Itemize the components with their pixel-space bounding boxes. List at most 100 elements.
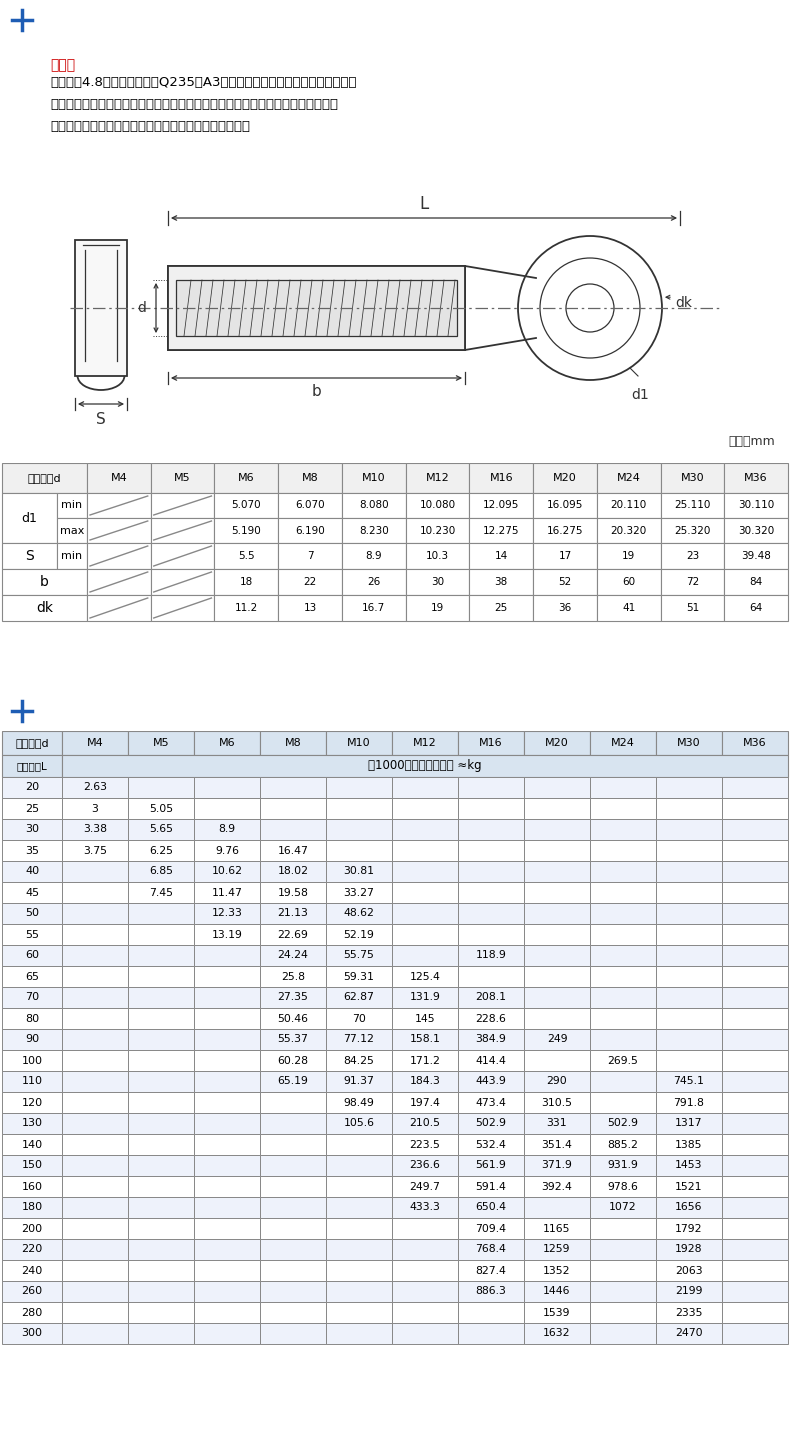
Text: 131.9: 131.9 xyxy=(409,993,441,1003)
Bar xyxy=(214,463,278,493)
Bar xyxy=(260,1239,326,1259)
Text: 25.8: 25.8 xyxy=(281,971,305,981)
Bar xyxy=(194,1218,260,1239)
Bar xyxy=(656,1071,722,1092)
Text: 1259: 1259 xyxy=(544,1245,570,1255)
Text: 55.75: 55.75 xyxy=(344,951,374,961)
Bar xyxy=(656,965,722,987)
Bar xyxy=(660,569,724,595)
Bar xyxy=(656,1218,722,1239)
Text: 10.230: 10.230 xyxy=(419,526,456,536)
Text: 5.5: 5.5 xyxy=(238,550,254,561)
Bar xyxy=(128,1029,194,1050)
Bar xyxy=(469,569,533,595)
Text: 26: 26 xyxy=(367,576,381,586)
Bar xyxy=(722,945,788,965)
Bar xyxy=(260,904,326,924)
Text: 17: 17 xyxy=(559,550,572,561)
Text: 300: 300 xyxy=(21,1329,43,1339)
Bar xyxy=(392,1281,458,1303)
Text: 1453: 1453 xyxy=(675,1160,703,1170)
Text: 19: 19 xyxy=(431,602,444,612)
Bar xyxy=(128,1092,194,1112)
Bar xyxy=(326,1092,392,1112)
Bar xyxy=(2,1176,62,1197)
Bar xyxy=(590,882,656,904)
Bar xyxy=(260,1197,326,1218)
Bar xyxy=(656,924,722,945)
Bar xyxy=(392,924,458,945)
Text: 10.080: 10.080 xyxy=(419,500,456,510)
Text: 7: 7 xyxy=(307,550,314,561)
Bar xyxy=(62,1281,128,1303)
Text: 1656: 1656 xyxy=(675,1202,703,1212)
Bar xyxy=(656,945,722,965)
Bar xyxy=(260,777,326,798)
Text: 1792: 1792 xyxy=(675,1223,703,1233)
Bar xyxy=(660,543,724,569)
Text: 91.37: 91.37 xyxy=(344,1076,374,1087)
Bar xyxy=(128,731,194,755)
Text: 290: 290 xyxy=(547,1076,567,1087)
Bar xyxy=(722,798,788,818)
Text: 14: 14 xyxy=(495,550,508,561)
Bar xyxy=(62,777,128,798)
Bar xyxy=(524,777,590,798)
Bar xyxy=(533,543,596,569)
Text: 260: 260 xyxy=(21,1287,43,1297)
Bar xyxy=(524,1092,590,1112)
Bar xyxy=(722,1281,788,1303)
Text: 螺纹规格d: 螺纹规格d xyxy=(28,473,62,483)
Bar xyxy=(656,882,722,904)
Bar xyxy=(722,924,788,945)
Bar xyxy=(128,862,194,882)
Text: 208.1: 208.1 xyxy=(476,993,506,1003)
Bar xyxy=(524,1029,590,1050)
Bar xyxy=(458,1029,524,1050)
Text: S: S xyxy=(96,412,106,427)
Bar xyxy=(194,840,260,862)
Text: 20.320: 20.320 xyxy=(611,526,647,536)
Text: 有什么疑问的请旺旺联系客服咨询，谢谢您的配合！！！: 有什么疑问的请旺旺联系客服咨询，谢谢您的配合！！！ xyxy=(50,120,250,133)
Bar xyxy=(2,777,62,798)
Bar xyxy=(524,1071,590,1092)
Bar xyxy=(62,945,128,965)
Bar xyxy=(392,1071,458,1092)
Bar xyxy=(405,517,469,543)
Bar xyxy=(656,862,722,882)
Text: 180: 180 xyxy=(21,1202,43,1212)
Bar xyxy=(2,1156,62,1176)
Text: 433.3: 433.3 xyxy=(409,1202,441,1212)
Bar xyxy=(392,987,458,1009)
Bar xyxy=(2,595,87,621)
Text: 8.9: 8.9 xyxy=(219,824,235,834)
Bar xyxy=(278,543,342,569)
Bar xyxy=(590,965,656,987)
Bar xyxy=(194,818,260,840)
Text: 20.110: 20.110 xyxy=(611,500,647,510)
Bar xyxy=(660,463,724,493)
Bar xyxy=(326,1323,392,1344)
Bar xyxy=(533,517,596,543)
Text: 33.27: 33.27 xyxy=(344,888,374,898)
Bar xyxy=(214,517,278,543)
Text: 443.9: 443.9 xyxy=(476,1076,506,1087)
Text: M4: M4 xyxy=(87,738,103,748)
Text: 52: 52 xyxy=(559,576,572,586)
Bar xyxy=(128,1156,194,1176)
Text: 产品标准: 产品标准 xyxy=(38,12,81,29)
Bar xyxy=(62,1071,128,1092)
Bar xyxy=(62,1259,128,1281)
Text: 30.320: 30.320 xyxy=(738,526,774,536)
Text: M8: M8 xyxy=(284,738,301,748)
Text: 1521: 1521 xyxy=(675,1182,703,1192)
Text: 371.9: 371.9 xyxy=(542,1160,573,1170)
Bar xyxy=(87,543,151,569)
Text: 公称直径d: 公称直径d xyxy=(15,738,49,748)
Text: 210.5: 210.5 xyxy=(409,1118,441,1128)
Bar xyxy=(62,1323,128,1344)
Bar xyxy=(656,1197,722,1218)
Text: S: S xyxy=(25,549,34,563)
Text: 184.3: 184.3 xyxy=(409,1076,441,1087)
Bar xyxy=(87,595,151,621)
